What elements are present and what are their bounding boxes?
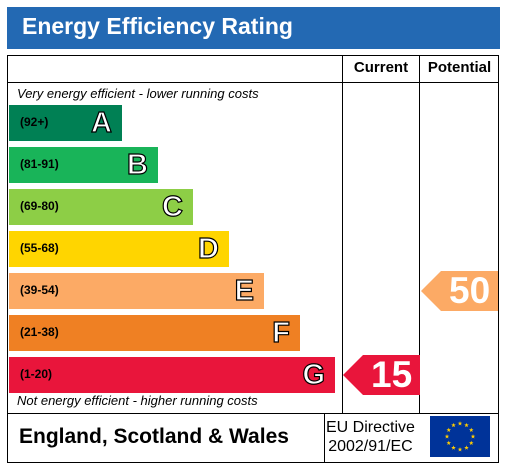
eu-flag-icon [430, 416, 490, 457]
band-letter-label: G [302, 358, 326, 391]
band-g: (1-20) G [9, 357, 335, 393]
band-b: (81-91) B [9, 147, 158, 183]
eu-star-icon [470, 434, 476, 439]
band-range-label: (21-38) [20, 325, 59, 339]
potential-column-divider [419, 55, 420, 413]
band-range-label: (1-20) [20, 367, 53, 381]
band-letter-label: E [234, 274, 255, 307]
band-letter-label: A [90, 106, 112, 139]
top-note: Very energy efficient - lower running co… [17, 86, 259, 101]
eu-star-icon [464, 422, 469, 428]
band-range-label: (69-80) [20, 199, 59, 213]
band-letter-label: B [126, 148, 148, 181]
eu-star-icon [451, 445, 456, 450]
band-a: (92+) A [9, 105, 122, 141]
band-letter-label: C [161, 190, 183, 223]
band-range-label: (81-91) [20, 157, 59, 171]
eu-star-icon [457, 447, 463, 452]
band-c: (69-80) C [9, 189, 193, 225]
eu-star-icon [451, 422, 456, 428]
band-letter-label: D [197, 232, 219, 265]
eu-star-icon [468, 427, 474, 432]
eu-star-icon [457, 421, 463, 426]
current-column-header: Current [353, 59, 409, 76]
eu-star-icon [468, 440, 474, 445]
band-range-label: (55-68) [20, 241, 59, 255]
current-arrow-shape [343, 355, 420, 395]
header-bar: Energy Efficiency Rating [7, 7, 500, 49]
band-range-label: (39-54) [20, 283, 59, 297]
country-label: England, Scotland & Wales [19, 425, 289, 448]
eu-star-icon [444, 434, 450, 439]
directive-line-1: EU Directive [326, 419, 415, 436]
potential-column-header: Potential [427, 59, 492, 76]
bottom-note: Not energy efficient - higher running co… [17, 393, 258, 408]
band-d: (55-68) D [9, 231, 229, 267]
band-range-label: (92+) [20, 115, 49, 129]
potential-rating-value: 50 [449, 270, 491, 311]
band-f: (21-38) F [9, 315, 300, 351]
current-rating-arrow: 15 [343, 354, 420, 395]
eu-star-icon [446, 440, 452, 445]
current-rating-value: 15 [371, 354, 413, 395]
band-e: (39-54) E [9, 273, 264, 309]
rating-frame [7, 55, 499, 463]
footer-divider [324, 413, 325, 463]
eu-star-icon [446, 427, 452, 432]
current-column-divider [342, 55, 343, 413]
potential-rating-arrow: 50 [421, 270, 498, 311]
header-row-divider [7, 82, 499, 83]
chart-title: Energy Efficiency Rating [22, 13, 293, 39]
band-letter-label: F [272, 316, 291, 349]
footer-row-divider [7, 413, 499, 414]
eu-star-icon [464, 445, 469, 450]
eu-directive: EU Directive 2002/91/EC [326, 418, 415, 456]
directive-line-2: 2002/91/EC [328, 438, 413, 455]
potential-arrow-shape [421, 271, 498, 311]
